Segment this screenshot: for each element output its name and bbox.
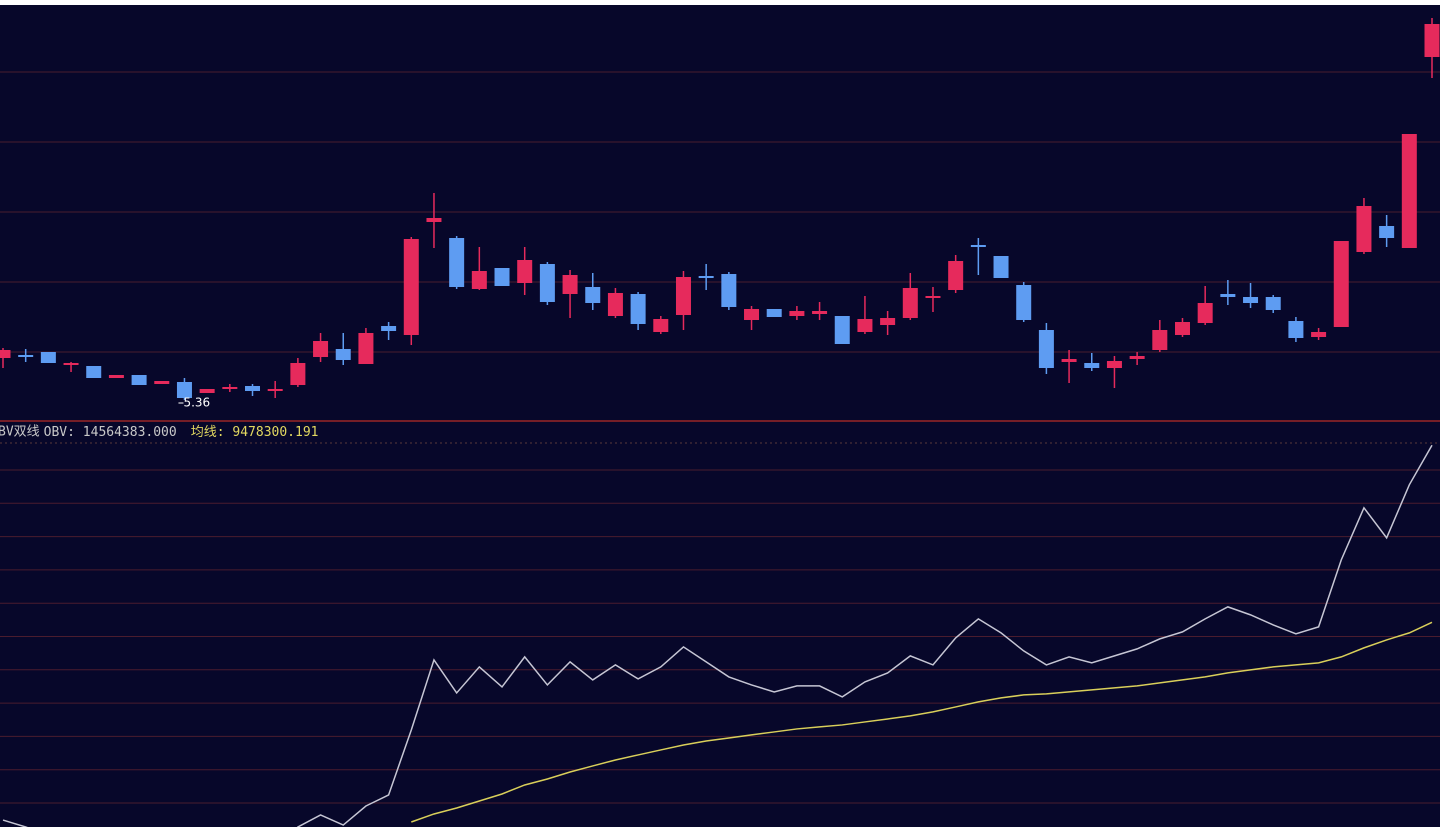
candle-body xyxy=(698,276,714,278)
candle-body xyxy=(585,287,601,303)
candle-body xyxy=(426,218,442,222)
candle-body xyxy=(335,349,351,360)
candle-body xyxy=(607,293,623,316)
candle-body xyxy=(358,333,374,364)
candle-body xyxy=(834,316,850,344)
candle-body xyxy=(494,268,510,286)
candle-body xyxy=(40,352,56,363)
legend-entry: 均线: 9478300.191 xyxy=(191,425,319,440)
candle-body xyxy=(63,363,79,365)
candle-body xyxy=(1379,226,1395,238)
candle-body xyxy=(562,275,578,294)
candle-body xyxy=(471,271,487,289)
candle-body xyxy=(1288,321,1304,338)
low-annotation: 5.36 xyxy=(183,396,210,410)
legend-value: : 9478300.191 xyxy=(217,425,319,440)
candle-body xyxy=(675,277,691,315)
candle-body xyxy=(653,319,669,332)
candle-body xyxy=(721,274,737,307)
candle-body xyxy=(1311,332,1327,337)
candle-body xyxy=(812,311,828,314)
candle-body xyxy=(902,288,918,318)
candle-body xyxy=(789,311,805,316)
obv-lines xyxy=(2,444,1433,827)
candle-body xyxy=(290,363,306,385)
candle-body xyxy=(1356,206,1372,252)
candle-body xyxy=(176,382,192,398)
candle-body xyxy=(517,260,533,283)
candle-body xyxy=(1174,322,1190,335)
legend-name: OBV xyxy=(44,425,68,440)
candle-body xyxy=(222,387,238,389)
candle-body xyxy=(993,256,1009,278)
candle-body xyxy=(1333,241,1349,327)
candle-body xyxy=(245,386,261,391)
candle-body xyxy=(1424,24,1440,57)
candles xyxy=(0,18,1440,400)
candle-body xyxy=(1243,297,1259,303)
candle-body xyxy=(766,309,782,317)
candle-body xyxy=(1197,303,1213,323)
candle-body xyxy=(1401,134,1417,248)
candle-body xyxy=(154,381,170,384)
candle-body xyxy=(880,318,896,325)
candle-body xyxy=(925,296,941,298)
candle-body xyxy=(1038,330,1054,368)
candle-body xyxy=(948,261,964,290)
legend-value: : 14564383.000 xyxy=(67,425,177,440)
series-line xyxy=(411,621,1433,823)
candle-body xyxy=(1152,330,1168,350)
candle-body xyxy=(18,355,34,357)
candle-body xyxy=(857,319,873,332)
candle-body xyxy=(131,375,147,385)
candle-body xyxy=(1220,294,1236,297)
candle-body xyxy=(199,389,215,393)
candle-body xyxy=(267,389,283,391)
candle-body xyxy=(630,294,646,324)
candle-body xyxy=(1265,297,1281,310)
candle-body xyxy=(0,350,11,358)
candle-body xyxy=(403,239,419,335)
indicator-name: BV双线 xyxy=(0,425,40,440)
candle-body xyxy=(1129,356,1145,359)
candle-body xyxy=(313,341,329,357)
obv-grid xyxy=(0,469,1440,804)
candle-body xyxy=(1106,361,1122,368)
candle-body xyxy=(744,309,760,320)
candle-body xyxy=(86,366,102,378)
candle-body xyxy=(381,326,397,331)
legend-name: 均线 xyxy=(191,425,217,440)
candle-body xyxy=(1061,359,1077,362)
candle-body xyxy=(108,375,124,378)
top-edge xyxy=(0,0,1440,5)
candle-body xyxy=(539,264,555,302)
candle-body xyxy=(449,238,465,287)
candle-body xyxy=(1084,363,1100,368)
candle-body xyxy=(1016,285,1032,320)
price-grid xyxy=(0,71,1440,353)
series-line xyxy=(2,444,1433,827)
legend-entry: OBV: 14564383.000 xyxy=(44,425,177,440)
candle-body xyxy=(970,245,986,247)
